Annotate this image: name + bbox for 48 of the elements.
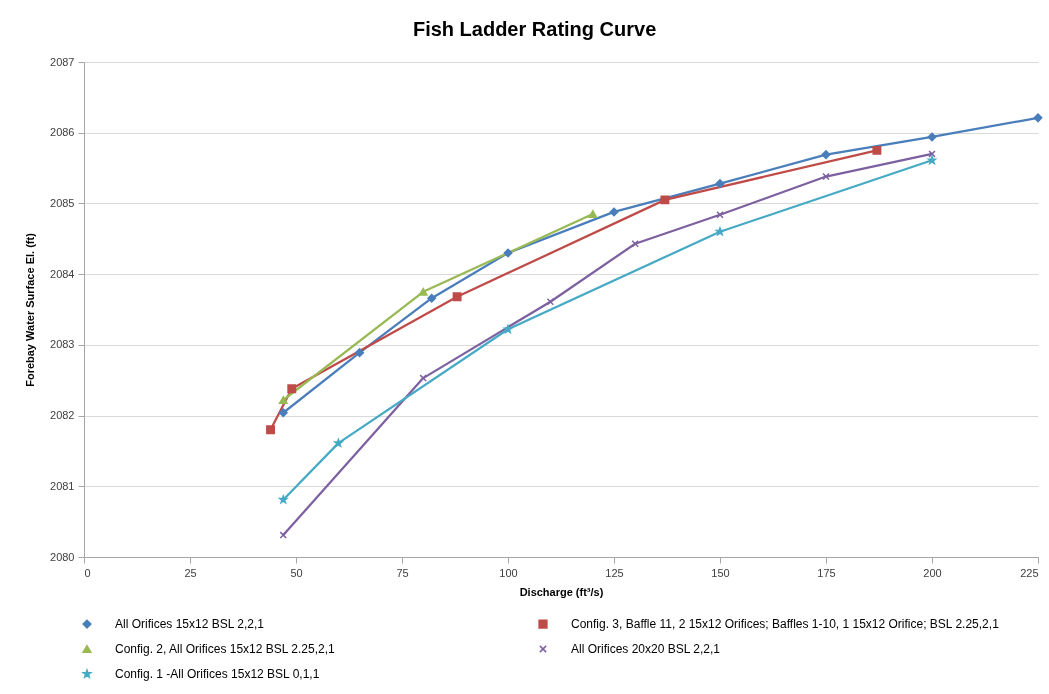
point bbox=[927, 155, 937, 165]
point bbox=[355, 348, 365, 358]
y-tick-label: 2083 bbox=[50, 338, 75, 351]
x-tick-label: 50 bbox=[290, 566, 303, 579]
y-tick-label: 2087 bbox=[50, 55, 75, 68]
y-tick-label: 2082 bbox=[50, 409, 75, 422]
point bbox=[418, 287, 428, 296]
point bbox=[503, 248, 513, 258]
x-tick-label: 225 bbox=[1020, 566, 1039, 579]
point bbox=[715, 227, 725, 236]
point bbox=[872, 145, 882, 155]
point bbox=[503, 324, 513, 334]
x-tick-label: 125 bbox=[605, 566, 624, 579]
point bbox=[287, 384, 297, 394]
point bbox=[278, 396, 288, 404]
x-tick-label: 25 bbox=[184, 566, 197, 579]
point bbox=[452, 292, 462, 302]
y-tick-label: 2086 bbox=[50, 126, 75, 139]
y-axis-title: Forebay Water Surface El. (ft) bbox=[24, 232, 37, 387]
point bbox=[334, 438, 343, 447]
x-tick-label: 75 bbox=[396, 566, 409, 579]
legend-label: Config. 1 -All Orifices 15x12 BSL 0,1,1 bbox=[115, 667, 320, 681]
point bbox=[588, 210, 598, 218]
x-tick-label: 0 bbox=[84, 566, 91, 579]
legend-label: Config. 3, Baffle 11, 2 15x12 Orifices; Baffles 1-10, 1 15x12 Orifice; BSL 2.25,2,1 bbox=[571, 617, 1000, 632]
point bbox=[278, 408, 288, 418]
x-tick-label: 200 bbox=[923, 566, 942, 579]
x-tick-label: 150 bbox=[711, 566, 730, 579]
point bbox=[928, 150, 936, 158]
legend-label: All Orifices 20x20 BSL 2,2,1 bbox=[571, 642, 721, 656]
y-tick-label: 2084 bbox=[50, 267, 75, 280]
chart-title: Fish Ladder Rating Curve bbox=[412, 18, 657, 40]
x-axis-title: Discharge (ft³/s) bbox=[519, 585, 604, 598]
point bbox=[266, 425, 276, 435]
y-tick-label: 2085 bbox=[50, 196, 75, 209]
legend-label: All Orifices 15x12 BSL 2,2,1 bbox=[115, 617, 265, 632]
point bbox=[1033, 113, 1043, 123]
point bbox=[927, 132, 937, 142]
x-tick-label: 100 bbox=[499, 566, 518, 579]
point bbox=[609, 207, 619, 217]
y-tick-label: 2081 bbox=[50, 479, 75, 492]
point bbox=[660, 195, 670, 205]
legend-label: Config. 2, All Orifices 15x12 BSL 2.25,2,1 bbox=[115, 642, 336, 656]
x-tick-label: 175 bbox=[817, 566, 836, 579]
y-tick-label: 2080 bbox=[50, 550, 75, 563]
point bbox=[715, 179, 725, 189]
point bbox=[821, 150, 831, 160]
point bbox=[427, 293, 437, 303]
